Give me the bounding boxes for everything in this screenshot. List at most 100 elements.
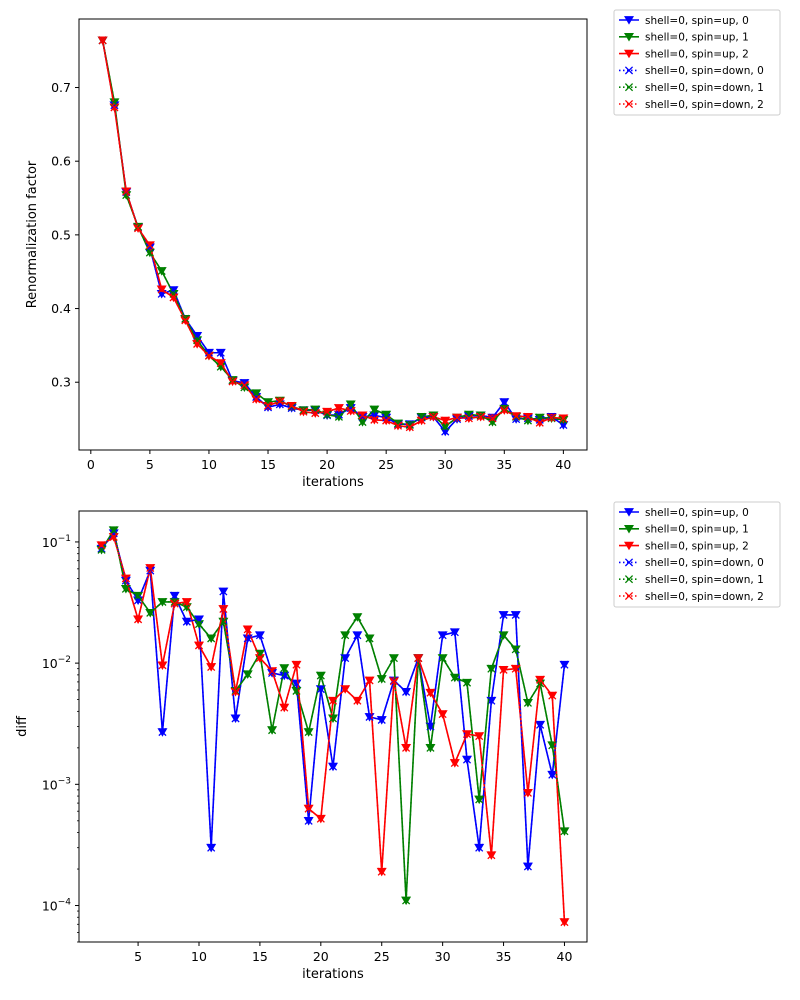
data-point xyxy=(207,662,216,672)
legend-box xyxy=(613,9,781,116)
data-point xyxy=(523,414,532,423)
y-tick-base: 10 xyxy=(42,777,58,792)
data-point xyxy=(523,698,532,707)
legend-item: shell=0, spin=down, 2 xyxy=(619,591,764,603)
series-layer xyxy=(97,36,569,437)
data-point xyxy=(255,654,264,663)
data-point xyxy=(426,743,435,752)
data-point xyxy=(182,617,191,626)
data-point xyxy=(194,620,204,629)
legend-label: shell=0, spin=down, 0 xyxy=(645,557,764,569)
x-axis-label: iterations xyxy=(302,967,364,982)
data-point xyxy=(193,336,202,345)
data-point xyxy=(280,671,289,680)
data-point xyxy=(280,703,289,712)
data-point xyxy=(170,597,179,606)
data-point xyxy=(462,729,472,739)
data-point xyxy=(450,628,459,637)
data-point xyxy=(121,584,130,593)
data-point xyxy=(353,696,362,705)
data-point xyxy=(182,597,191,606)
data-point xyxy=(560,660,569,669)
data-point xyxy=(377,674,386,684)
data-point xyxy=(134,222,143,231)
data-point xyxy=(382,413,391,422)
legend: shell=0, spin=up, 0 shell=0, spin=up, 1 sh… xyxy=(613,9,781,116)
data-point xyxy=(511,610,520,619)
data-point xyxy=(334,403,343,413)
data-point xyxy=(287,401,296,410)
data-point xyxy=(134,591,143,600)
legend-item: shell=0, spin=down, 2 xyxy=(619,99,764,111)
series-line xyxy=(101,40,564,433)
data-point xyxy=(304,727,313,737)
data-point xyxy=(316,814,325,823)
data-point xyxy=(535,418,544,427)
series-layer xyxy=(96,526,570,927)
data-point xyxy=(252,392,261,402)
data-point xyxy=(523,416,532,425)
data-point xyxy=(405,420,414,430)
y-tick-label: 0.7 xyxy=(51,80,71,95)
data-point xyxy=(346,406,355,416)
legend-marker xyxy=(624,575,634,584)
data-point xyxy=(240,383,249,392)
legend-marker xyxy=(624,66,634,75)
y-tick-label: 10−4 xyxy=(42,898,71,914)
y-tick-label: 0.5 xyxy=(51,227,71,242)
legend-label: shell=0, spin=up, 2 xyxy=(645,48,749,60)
data-point xyxy=(414,654,423,663)
data-point xyxy=(157,285,166,294)
data-point xyxy=(487,851,496,860)
data-point xyxy=(377,867,386,876)
data-point xyxy=(450,673,459,682)
data-point xyxy=(438,709,447,719)
data-point xyxy=(512,414,521,424)
data-point xyxy=(311,409,320,418)
data-point xyxy=(194,641,204,650)
data-point xyxy=(365,712,374,721)
data-point xyxy=(263,401,273,410)
data-point xyxy=(488,414,497,423)
data-point xyxy=(382,416,391,425)
data-point xyxy=(523,412,532,421)
x-tick-label: 25 xyxy=(374,949,390,964)
data-point xyxy=(402,687,411,696)
legend-marker xyxy=(624,99,634,109)
x-tick-label: 20 xyxy=(319,457,335,472)
y-tick-exponent: −1 xyxy=(58,534,71,544)
data-point xyxy=(464,410,473,419)
data-point xyxy=(377,715,386,724)
legend-marker xyxy=(624,83,634,92)
data-point xyxy=(475,795,484,804)
data-point xyxy=(146,608,155,617)
data-point xyxy=(328,696,338,705)
data-point xyxy=(280,664,289,673)
data-point xyxy=(441,416,450,425)
data-point xyxy=(170,591,179,600)
data-point xyxy=(438,654,447,663)
x-tick-label: 40 xyxy=(557,949,573,964)
data-point xyxy=(169,286,178,295)
legend-marker xyxy=(624,541,634,551)
data-point xyxy=(228,377,237,386)
legend-item: shell=0, spin=up, 1 xyxy=(619,524,749,536)
legend-item: shell=0, spin=down, 0 xyxy=(619,557,764,569)
data-point xyxy=(402,896,411,905)
data-point xyxy=(559,415,568,424)
x-tick-label: 25 xyxy=(378,457,394,472)
data-point xyxy=(426,688,435,697)
data-point xyxy=(462,678,472,687)
data-point xyxy=(405,423,414,432)
data-point xyxy=(231,714,240,723)
data-point xyxy=(158,597,167,606)
data-point xyxy=(219,587,228,596)
x-tick-label: 30 xyxy=(435,949,451,964)
data-point xyxy=(499,610,508,619)
data-point xyxy=(145,248,154,257)
data-point xyxy=(523,788,532,797)
y-tick-label: 0.6 xyxy=(51,154,71,169)
data-point xyxy=(382,410,391,419)
plot-area xyxy=(78,510,588,943)
